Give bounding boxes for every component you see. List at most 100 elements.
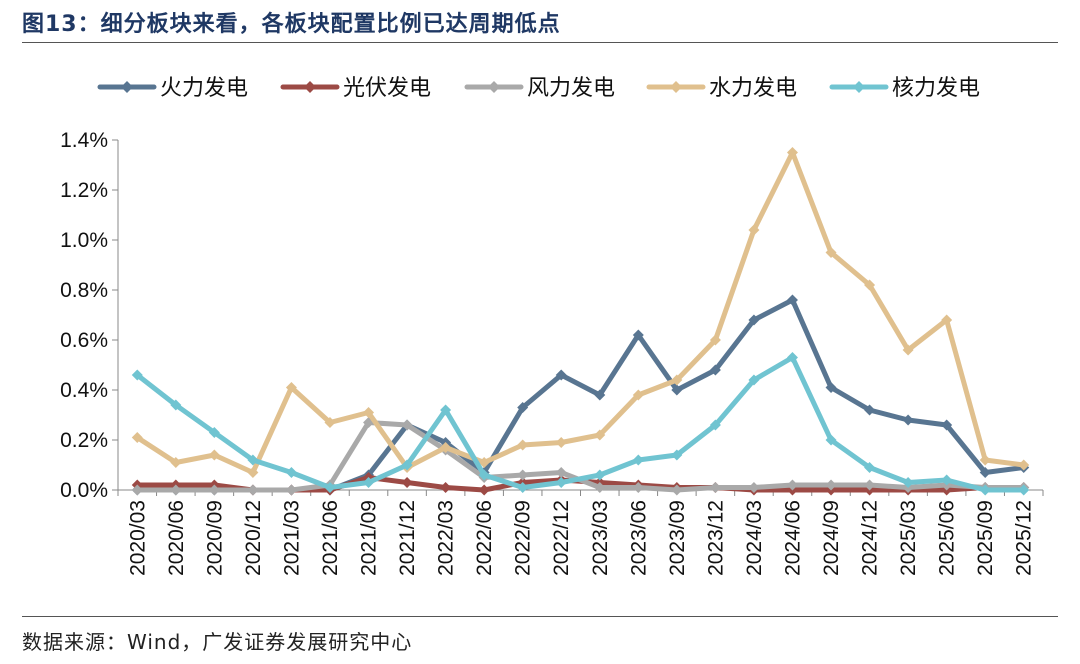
data-point: [440, 404, 452, 416]
data-point: [131, 484, 143, 496]
data-point: [864, 279, 876, 291]
y-tick-label: 1.2%: [60, 179, 108, 202]
x-tick-label: 2022/06: [473, 500, 496, 576]
x-tick-label: 2021/12: [396, 500, 419, 576]
data-point: [748, 482, 760, 493]
data-point: [632, 389, 644, 401]
data-point: [517, 402, 529, 413]
data-point: [285, 484, 297, 496]
data-point: [864, 404, 876, 416]
data-point: [247, 467, 259, 478]
y-tick-label: 0.8%: [60, 279, 108, 302]
data-point: [671, 449, 683, 461]
data-point: [671, 384, 683, 396]
y-tick-label: 0.2%: [60, 429, 108, 452]
legend-item: 风力发电: [464, 76, 615, 101]
data-point: [786, 147, 798, 158]
legend-swatch-marker: [488, 81, 500, 93]
data-point: [555, 467, 567, 478]
data-point: [748, 314, 760, 326]
data-point: [671, 374, 683, 386]
data-point: [632, 329, 644, 341]
data-point: [208, 484, 220, 496]
data-point: [170, 399, 182, 411]
bottom-divider: [22, 616, 1058, 617]
legend-swatch-marker: [121, 81, 133, 93]
x-tick-label: 2022/09: [512, 500, 535, 576]
legend: 火力发电 光伏发电 风力发电 水力发电 核力发电: [97, 76, 980, 101]
legend-item: 光伏发电: [280, 76, 431, 101]
data-point: [632, 454, 644, 466]
y-tick-label: 0.4%: [60, 379, 108, 402]
data-point: [555, 477, 567, 488]
data-point: [941, 314, 953, 326]
data-point: [555, 437, 567, 448]
data-point: [247, 454, 259, 466]
data-point: [594, 482, 606, 493]
source-note: 数据来源：Wind，广发证券发展研究中心: [22, 630, 413, 654]
data-point: [709, 334, 721, 346]
legend-swatch-marker: [304, 81, 316, 93]
data-point: [170, 484, 182, 496]
data-point: [478, 457, 490, 468]
data-point: [786, 294, 798, 306]
data-point: [478, 484, 490, 496]
x-tick-label: 2020/12: [242, 500, 265, 576]
data-point: [285, 467, 297, 478]
data-point: [748, 224, 760, 236]
line-chart: 火力发电 光伏发电 风力发电 水力发电 核力发电 0.0% 0.2% 0.4% 0.6% 0.8…: [60, 76, 1044, 576]
data-point: [517, 469, 529, 481]
legend-swatch-marker: [670, 81, 682, 93]
data-point: [363, 477, 375, 488]
data-point: [748, 374, 760, 386]
data-point: [902, 477, 914, 488]
data-point: [864, 462, 876, 473]
data-point: [902, 414, 914, 426]
series-line: [134, 297, 1027, 493]
data-point: [941, 419, 953, 431]
y-tick-label: 1.0%: [60, 229, 108, 252]
axes: 0.0% 0.2% 0.4% 0.6% 0.8% 1.0% 1.2% 1.4% 2020/03 2…: [60, 129, 1044, 576]
x-tick-label: 2020/09: [203, 500, 226, 576]
series-4: [131, 352, 1030, 496]
data-point: [594, 429, 606, 441]
data-point: [825, 382, 837, 393]
legend-label: 火力发电: [160, 76, 248, 101]
legend-label: 核力发电: [892, 76, 980, 101]
data-point: [131, 369, 143, 381]
data-point: [247, 484, 259, 496]
data-point: [941, 474, 953, 486]
x-tick-label: 2024/03: [743, 500, 766, 576]
data-point: [517, 439, 529, 451]
data-point: [902, 344, 914, 356]
data-point: [825, 434, 837, 446]
legend-swatch-marker: [853, 81, 865, 93]
x-tick-label: 2023/03: [589, 500, 612, 576]
legend-item: 火力发电: [97, 76, 248, 101]
data-point: [170, 457, 182, 468]
data-point: [594, 469, 606, 481]
data-point: [825, 247, 837, 258]
series-layer: [131, 147, 1030, 496]
data-point: [401, 459, 413, 471]
x-tick-label: 2025/09: [974, 500, 997, 576]
x-tick-label: 2020/03: [126, 500, 149, 576]
x-tick-label: 2023/09: [666, 500, 689, 576]
x-tick-label: 2025/12: [1013, 500, 1036, 576]
data-point: [478, 469, 490, 481]
data-point: [979, 454, 991, 466]
y-tick-label: 1.4%: [60, 129, 108, 152]
x-tick-label: 2023/12: [704, 500, 727, 576]
x-tick-label: 2024/06: [781, 500, 804, 576]
data-point: [285, 382, 297, 393]
x-tick-label: 2024/12: [859, 500, 882, 576]
data-point: [208, 449, 220, 461]
data-point: [208, 427, 220, 438]
data-point: [979, 467, 991, 478]
y-tick-label: 0.6%: [60, 329, 108, 352]
x-tick-label: 2025/06: [936, 500, 959, 576]
data-point: [709, 419, 721, 431]
data-point: [517, 482, 529, 493]
data-point: [324, 417, 336, 428]
legend-item: 核力发电: [829, 76, 980, 101]
